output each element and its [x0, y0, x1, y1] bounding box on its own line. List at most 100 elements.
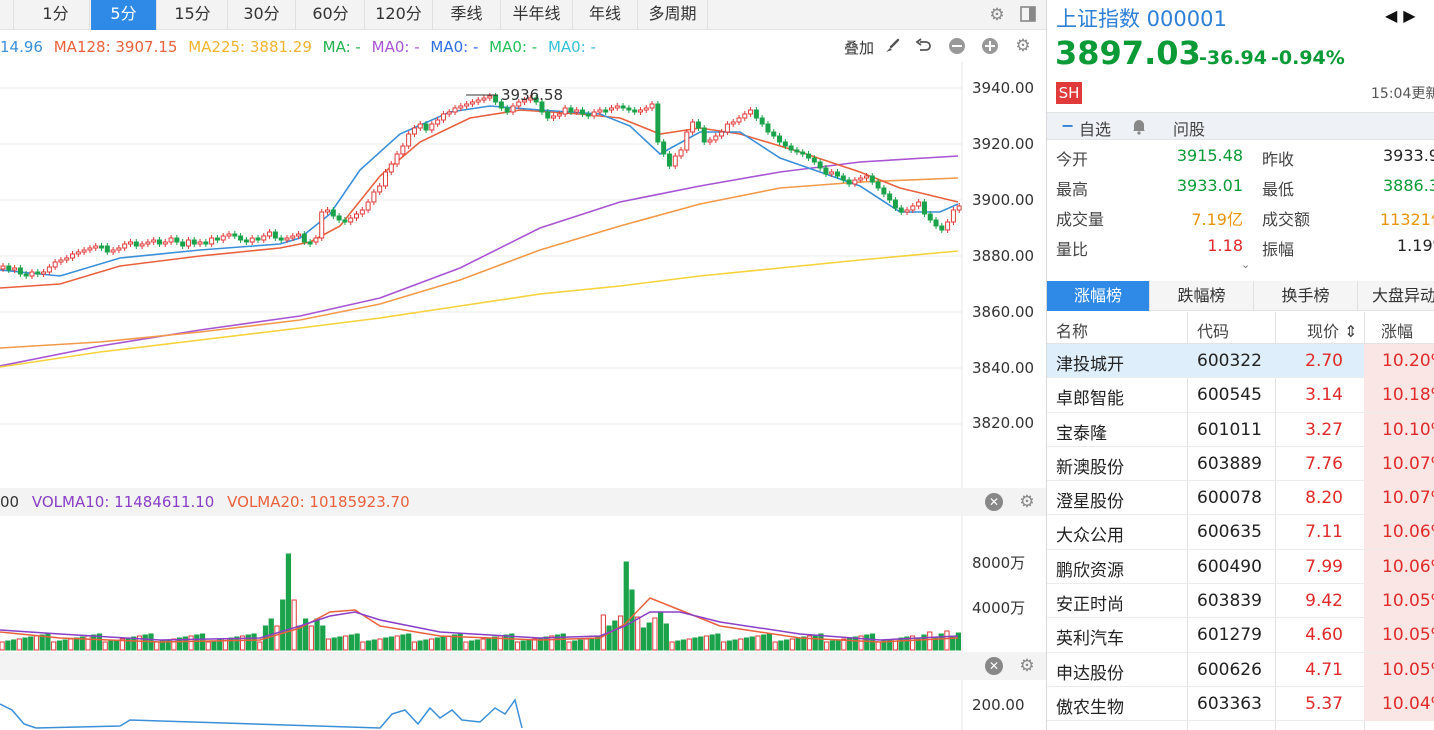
col-name[interactable]: 名称	[1056, 322, 1089, 341]
ask-stock-button[interactable]: 问股	[1173, 120, 1206, 139]
period-tab-prev[interactable]	[0, 0, 14, 30]
table-row[interactable]: 英利汽车 601279 4.60 10.05%	[1047, 618, 1434, 653]
stock-name: 宝泰隆	[1056, 423, 1107, 444]
tab-market-moves[interactable]: 大盘异动	[1358, 281, 1434, 311]
period-tab-1min[interactable]: 1分	[22, 0, 90, 30]
gear-icon[interactable]: ⚙	[1019, 492, 1035, 512]
period-tab-60min[interactable]: 60分	[297, 0, 365, 30]
plus-circle-icon[interactable]	[980, 37, 1000, 57]
table-row[interactable]: 津投城开 600322 2.70 10.20%	[1047, 344, 1434, 379]
volume-label: 成交量	[1056, 210, 1105, 229]
candle	[539, 101, 545, 113]
stock-name: 鹏欣资源	[1056, 560, 1124, 581]
price-axis-label: 3920.00	[972, 135, 1035, 153]
col-price[interactable]: 现价 ⇕	[1307, 322, 1358, 341]
candle	[916, 201, 922, 207]
stock-price: 7.99	[1305, 556, 1343, 577]
stock-code: 600078	[1197, 488, 1262, 509]
layout-icon[interactable]	[1018, 5, 1038, 25]
chevron-down-icon[interactable]: ⌄	[1241, 258, 1251, 271]
bell-icon[interactable]	[1130, 117, 1148, 139]
indicator-chart[interactable]	[0, 680, 1046, 730]
brush-icon[interactable]	[882, 37, 902, 57]
period-tab-quarter[interactable]: 季线	[433, 0, 501, 30]
volume-bar	[463, 641, 469, 651]
volume-bar	[142, 634, 148, 651]
candle	[87, 247, 93, 251]
close-icon[interactable]: ✕	[985, 657, 1003, 675]
volume-bar	[354, 633, 360, 651]
candle	[782, 141, 788, 147]
tab-top-losers[interactable]: 跌幅榜	[1150, 281, 1254, 311]
stock-price: 4.60	[1305, 625, 1343, 646]
period-tab-15min[interactable]: 15分	[158, 0, 228, 30]
table-row[interactable]: 申达股份 600626 4.71 10.05%	[1047, 652, 1434, 687]
candle	[765, 123, 771, 133]
volume-bar	[686, 638, 692, 651]
volume-bar	[732, 639, 738, 651]
volume-bar	[692, 637, 698, 651]
period-tab-halfyear[interactable]: 半年线	[501, 0, 573, 30]
candle	[632, 109, 638, 113]
table-row[interactable]: 宝泰隆 601011 3.27 10.10%	[1047, 412, 1434, 447]
ma-line-yellow	[0, 250, 959, 368]
ma-legend-item: MA0: -	[371, 38, 420, 56]
volume-bar	[171, 638, 177, 651]
undo-icon[interactable]	[914, 37, 934, 57]
prev-next-arrows-icon[interactable]: ◀▶	[1385, 6, 1422, 25]
volume-bar	[451, 634, 458, 651]
period-tab-multi[interactable]: 多周期	[638, 0, 708, 30]
gear-icon[interactable]: ⚙	[989, 5, 1005, 25]
close-icon[interactable]: ✕	[985, 493, 1003, 511]
volume-bar	[755, 635, 761, 651]
volume-chart[interactable]	[0, 516, 1046, 652]
table-row[interactable]: 安正时尚 603839 9.42 10.05%	[1047, 584, 1434, 619]
volume-bar	[377, 638, 383, 651]
table-row[interactable]: 澄星股份 600078 8.20 10.07%	[1047, 481, 1434, 516]
index-name[interactable]: 上证指数 000001	[1056, 7, 1227, 31]
minus-circle-icon[interactable]	[947, 37, 967, 57]
gear-icon[interactable]: ⚙	[1015, 36, 1031, 56]
volume-bar	[835, 639, 841, 651]
candle	[730, 121, 736, 125]
price-axis-label: 3820.00	[972, 414, 1035, 432]
period-tab-year[interactable]: 年线	[573, 0, 638, 30]
candle	[597, 109, 603, 113]
table-row[interactable]: 卓郎智能 600545 3.14 10.18%	[1047, 378, 1434, 413]
volume-bar	[583, 638, 589, 651]
volume-bar	[640, 627, 647, 651]
period-toolbar: 1分 5分 15分 30分 60分 120分 季线 半年线 年线 多周期 ⚙	[0, 0, 1046, 30]
table-row[interactable]: 鹏欣资源 600490 7.99 10.06%	[1047, 549, 1434, 585]
col-change[interactable]: 涨幅	[1381, 322, 1414, 341]
tab-turnover[interactable]: 换手榜	[1254, 281, 1358, 311]
volume-bar	[73, 637, 80, 651]
candle	[846, 179, 852, 185]
volume-bar	[417, 640, 423, 651]
watchlist-button[interactable]: 自选	[1079, 120, 1112, 139]
candle	[336, 215, 342, 221]
high-value: 3933.01	[1176, 176, 1243, 195]
tab-top-gainers[interactable]: 涨幅榜	[1047, 281, 1150, 311]
period-tab-30min[interactable]: 30分	[228, 0, 296, 30]
table-row[interactable]: 新澳股份 603889 7.76 10.07%	[1047, 446, 1434, 482]
period-tab-5min[interactable]: 5分	[91, 0, 157, 30]
watch-minus-icon[interactable]: −	[1061, 116, 1075, 135]
volume-bar	[858, 635, 864, 651]
volume-bar	[411, 641, 418, 651]
table-row[interactable]: 傲农生物 603363 5.37 10.04%	[1047, 686, 1434, 722]
price-chart[interactable]: 3936.58	[0, 62, 1046, 488]
price-axis-label: 3880.00	[972, 247, 1035, 265]
high-label: 3936.58	[501, 86, 563, 104]
period-tab-120min[interactable]: 120分	[365, 0, 433, 30]
volume-bar	[39, 634, 45, 651]
gear-icon[interactable]: ⚙	[1019, 656, 1035, 676]
overlay-button[interactable]: 叠加	[843, 39, 874, 57]
col-code[interactable]: 代码	[1197, 322, 1230, 341]
candle	[910, 205, 916, 211]
candle	[469, 101, 475, 105]
candle	[220, 235, 226, 241]
volume-bar	[658, 612, 664, 651]
candle	[626, 107, 632, 111]
table-row[interactable]: 大众公用 600635 7.11 10.06%	[1047, 515, 1434, 550]
volume-bar	[629, 589, 635, 651]
